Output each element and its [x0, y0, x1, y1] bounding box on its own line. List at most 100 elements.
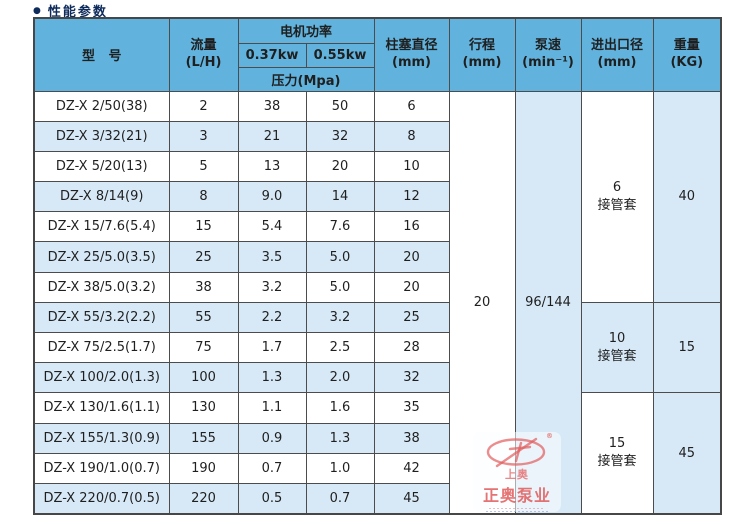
col-header-stroke-label: 行程	[469, 37, 496, 53]
flow-cell: 155	[168, 422, 239, 454]
col-header-port-label: 进出口径	[591, 37, 644, 53]
table-row: DZ-X 38/5.0(3.2) 38 3.2 5.0 20	[33, 271, 721, 303]
flow-cell: 100	[168, 362, 239, 394]
power037-cell: 3.5	[237, 241, 307, 273]
flow-cell: 75	[168, 331, 239, 364]
port-label: 接管套	[597, 454, 637, 469]
col-header-weight-unit: (KG)	[670, 54, 704, 70]
model-cell: DZ-X 155/1.3(0.9)	[33, 422, 170, 454]
power055-cell: 7.6	[305, 211, 375, 243]
flow-cell: 220	[168, 482, 239, 515]
port-size: 15	[608, 436, 626, 452]
power037-cell: 0.5	[237, 482, 307, 515]
plunger-cell: 16	[373, 211, 450, 243]
model-cell: DZ-X 3/32(21)	[33, 120, 170, 152]
power037-cell: 1.1	[237, 392, 307, 424]
port-label: 接管套	[597, 348, 637, 364]
col-header-speed: 泵速 (min⁻¹)	[514, 17, 582, 92]
col-header-port: 进出口径 (mm)	[580, 17, 654, 92]
header-row-2: 0.37kw 0.55kw	[34, 42, 721, 68]
flow-cell: 5	[168, 150, 239, 183]
weight-group-cell-2: 15	[652, 301, 722, 394]
power055-cell: 5.0	[305, 241, 375, 273]
col-header-speed-unit: (min⁻¹)	[522, 54, 574, 70]
power037-cell: 3.2	[237, 271, 307, 303]
col-header-model: 型 号	[33, 17, 170, 92]
flow-cell: 3	[168, 120, 239, 152]
model-cell: DZ-X 130/1.6(1.1)	[33, 392, 170, 424]
table-row: DZ-X 55/3.2(2.2) 55 2.2 3.2 25 10 接管套 15	[33, 301, 722, 394]
plunger-cell: 45	[373, 482, 450, 515]
model-cell: DZ-X 190/1.0(0.7)	[33, 452, 170, 484]
table-row: DZ-X 220/0.7(0.5) 220 0.5 0.7 45	[33, 482, 721, 515]
speed-merged-cell: 96/144	[514, 90, 582, 515]
plunger-cell: 35	[373, 392, 450, 424]
col-header-power-055: 0.55kw	[305, 42, 375, 68]
power055-cell: 50	[305, 90, 375, 122]
model-cell: DZ-X 15/7.6(5.4)	[33, 211, 170, 243]
flow-cell: 15	[168, 211, 239, 243]
col-header-stroke: 行程 (mm)	[448, 17, 516, 92]
col-header-plunger-label: 柱塞直径	[385, 37, 438, 53]
power055-cell: 32	[305, 120, 375, 152]
header-row-1: 型 号 流量 (L/H) 电机功率 柱塞直径 (mm) 行程 (mm) 泵速 (…	[33, 17, 722, 92]
table-row: DZ-X 155/1.3(0.9) 155 0.9 1.3 38	[33, 422, 721, 454]
power037-cell: 2.2	[237, 301, 307, 334]
section-title-text: 性能参数	[47, 5, 108, 20]
weight-group-cell-3: 45	[652, 392, 722, 515]
stroke-merged-cell: 20	[448, 90, 516, 515]
table-row: DZ-X 100/2.0(1.3) 100 1.3 2.0 32	[33, 362, 721, 394]
model-cell: DZ-X 8/14(9)	[33, 181, 170, 213]
table-row: DZ-X 130/1.6(1.1) 130 1.1 1.6 35 15 接管套 …	[33, 392, 722, 515]
power037-cell: 21	[237, 120, 307, 152]
model-cell: DZ-X 75/2.5(1.7)	[33, 331, 170, 364]
power055-cell: 1.0	[305, 452, 375, 484]
header-row-3: 压力(Mpa)	[34, 66, 721, 92]
flow-cell: 2	[168, 90, 239, 122]
col-header-power-037: 0.37kw	[237, 42, 307, 68]
power055-cell: 3.2	[305, 301, 375, 334]
section-title: ● 性能参数	[33, 1, 108, 20]
port-label: 接管套	[597, 197, 637, 213]
col-header-speed-label: 泵速	[535, 37, 562, 53]
power055-cell: 20	[305, 150, 375, 183]
port-group-cell-2: 10 接管套	[580, 301, 654, 394]
table-row: DZ-X 15/7.6(5.4) 15 5.4 7.6 16	[33, 211, 721, 243]
plunger-cell: 6	[373, 90, 450, 122]
plunger-cell: 12	[373, 181, 450, 213]
bullet-icon: ●	[33, 5, 41, 16]
col-header-port-unit: (mm)	[597, 54, 637, 70]
table-row: DZ-X 8/14(9) 8 9.0 14 12	[33, 181, 721, 213]
power037-cell: 9.0	[237, 181, 307, 213]
table-row: DZ-X 2/50(38) 2 38 50 6 20 96/144 6 接管套 …	[33, 90, 722, 515]
power055-cell: 1.3	[305, 422, 375, 454]
power037-cell: 0.7	[237, 452, 307, 484]
flow-cell: 55	[168, 301, 239, 334]
col-header-weight-label: 重量	[673, 37, 700, 53]
table-row: DZ-X 3/32(21) 3 21 32 8	[33, 120, 721, 152]
port-size: 10	[608, 331, 626, 347]
power055-cell: 2.0	[305, 362, 375, 394]
col-header-motor-power: 电机功率	[237, 17, 375, 44]
col-header-flow-label: 流量	[190, 37, 217, 53]
plunger-cell: 25	[373, 301, 450, 334]
model-cell: DZ-X 25/5.0(3.5)	[33, 241, 170, 273]
plunger-cell: 32	[373, 362, 450, 394]
col-header-pressure: 压力(Mpa)	[237, 66, 375, 92]
power055-cell: 2.5	[305, 331, 375, 364]
flow-cell: 130	[168, 392, 239, 424]
model-cell: DZ-X 2/50(38)	[33, 90, 170, 122]
power055-cell: 5.0	[305, 271, 375, 303]
power037-cell: 0.9	[237, 422, 307, 454]
model-cell: DZ-X 55/3.2(2.2)	[33, 301, 170, 334]
col-header-plunger-unit: (mm)	[392, 54, 431, 70]
model-cell: DZ-X 220/0.7(0.5)	[33, 482, 170, 515]
col-header-flow-unit: (L/H)	[185, 54, 222, 70]
power037-cell: 38	[237, 90, 307, 122]
model-cell: DZ-X 5/20(13)	[33, 150, 170, 183]
col-header-stroke-unit: (mm)	[462, 54, 502, 70]
port-size: 6	[612, 180, 622, 196]
flow-cell: 8	[168, 181, 239, 213]
power055-cell: 14	[305, 181, 375, 213]
plunger-cell: 10	[373, 150, 450, 183]
